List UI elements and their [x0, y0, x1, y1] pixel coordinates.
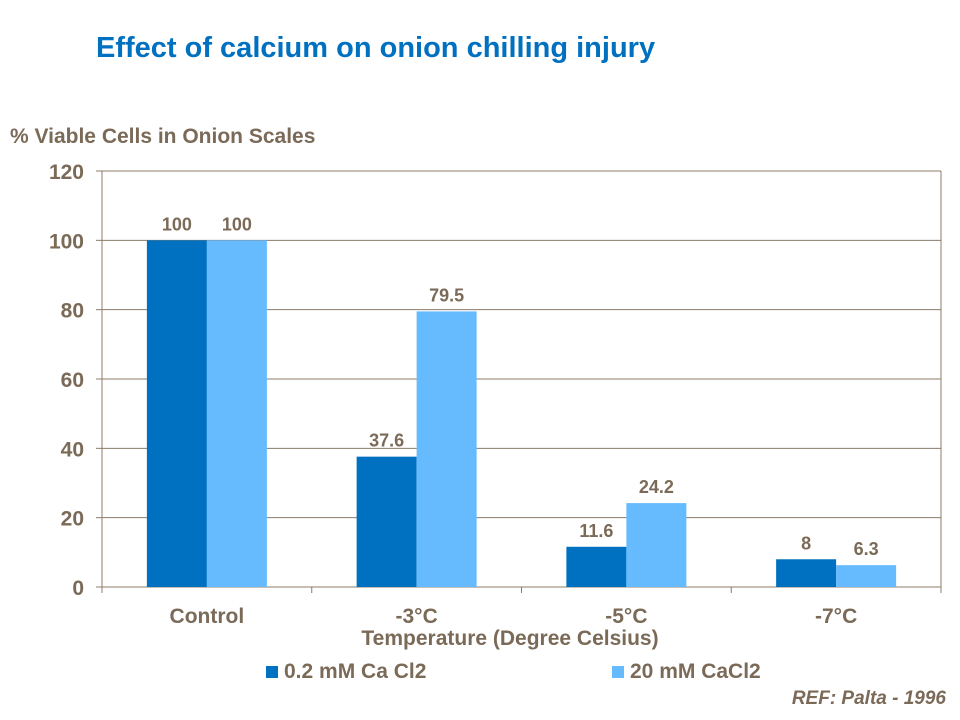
y-tick-label: 40 — [61, 438, 84, 461]
bar — [206, 240, 267, 588]
x-tick-label: -5°C — [605, 605, 647, 628]
data-label: 100 — [222, 214, 252, 234]
legend-label: 0.2 mM Ca Cl2 — [284, 660, 427, 683]
data-label: 11.6 — [579, 521, 613, 541]
x-tick-label: Control — [170, 605, 245, 628]
bar — [626, 503, 687, 587]
legend-label: 20 mM CaCl2 — [630, 660, 761, 683]
y-tick-label: 20 — [61, 508, 84, 531]
data-label: 100 — [162, 214, 192, 234]
bar — [776, 559, 837, 587]
chart-title: Effect of calcium on onion chilling inju… — [96, 32, 656, 64]
bar — [356, 456, 417, 587]
legend-swatch — [612, 666, 624, 678]
data-label: 37.6 — [369, 431, 404, 451]
legend-item-series-1: 0.2 mM Ca Cl2 — [266, 660, 426, 684]
y-tick-label: 60 — [61, 369, 84, 392]
data-label: 79.5 — [429, 285, 464, 305]
data-label: 8 — [801, 533, 811, 553]
reference-note: REF: Palta - 1996 — [791, 688, 946, 709]
bar — [836, 565, 897, 587]
x-axis-label: Temperature (Degree Celsius) — [361, 627, 659, 650]
data-label: 24.2 — [639, 477, 674, 497]
data-label: 6.3 — [854, 539, 879, 559]
y-axis-label: % Viable Cells in Onion Scales — [10, 125, 316, 148]
bar — [566, 546, 627, 587]
y-tick-label: 0 — [72, 577, 84, 600]
bar — [146, 240, 207, 588]
y-tick-label: 100 — [49, 230, 84, 253]
legend-item-series-2: 20 mM CaCl2 — [612, 660, 761, 684]
y-tick-label: 120 — [49, 161, 84, 184]
x-tick-label: -7°C — [815, 605, 857, 628]
y-tick-label: 80 — [61, 300, 84, 323]
x-tick-label: -3°C — [396, 605, 438, 628]
legend-swatch — [266, 666, 278, 678]
bar — [416, 311, 477, 587]
